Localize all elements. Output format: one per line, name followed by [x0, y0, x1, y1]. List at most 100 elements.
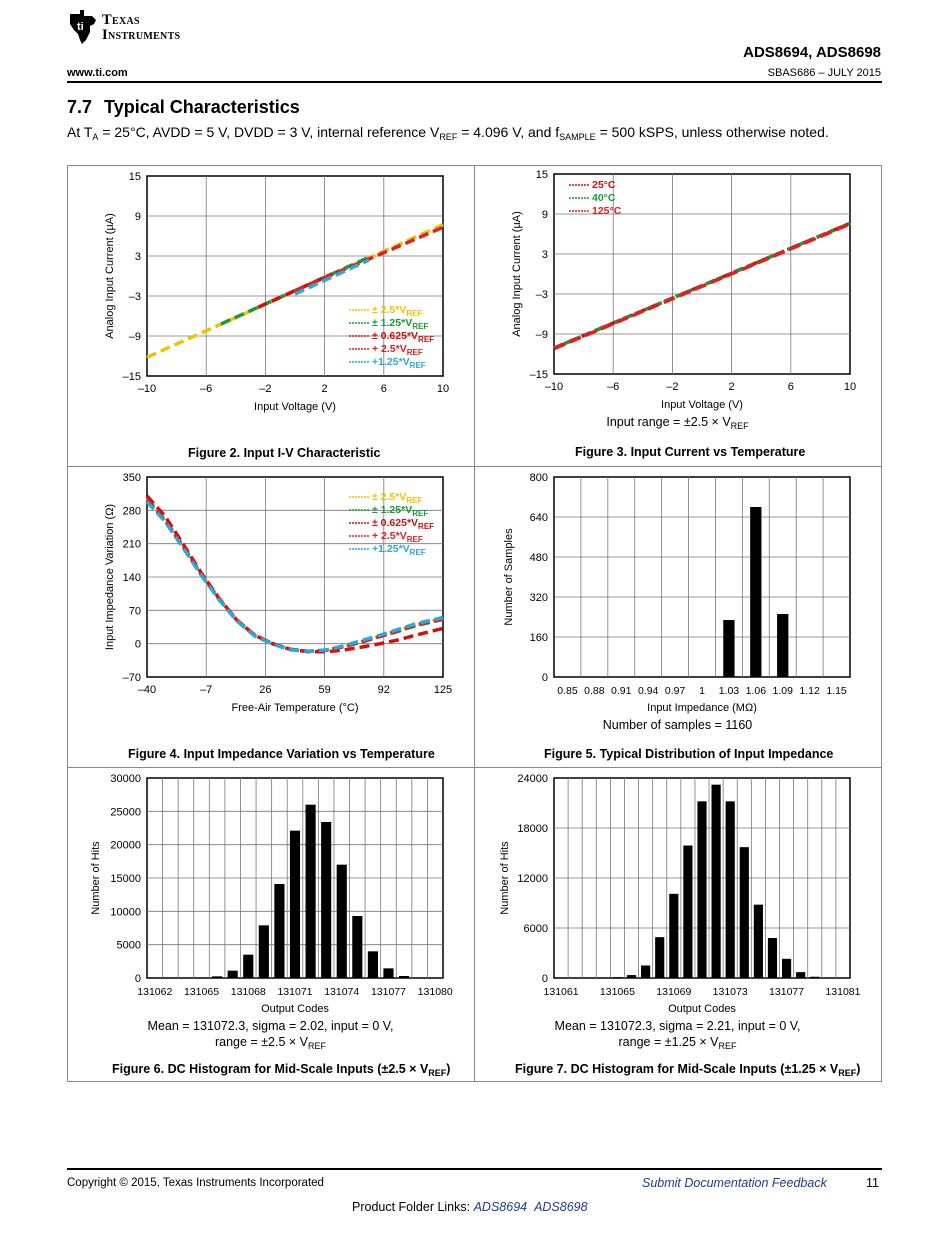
fig6-note-line1: Mean = 131072.3, sigma = 2.02, input = 0… [147, 1019, 394, 1033]
x-tick-label: 131071 [277, 986, 312, 998]
feedback-link[interactable]: Submit Documentation Feedback [642, 1176, 827, 1190]
header-rule [67, 81, 882, 83]
legend-entry: ± 2.5*VREF [372, 304, 422, 318]
bar [655, 937, 665, 978]
y-tick-label: 9 [135, 211, 141, 223]
ti-logo[interactable]: ti Texas Instruments [68, 10, 228, 46]
bar [725, 801, 735, 978]
table-divider-h2 [67, 767, 882, 768]
legend-entry: 25°C [592, 179, 616, 191]
bar [810, 976, 820, 978]
legend-entry: + 2.5*VREF [372, 530, 423, 544]
x-axis-label: Input Voltage (V) [661, 399, 743, 411]
x-tick-label: 6 [381, 383, 387, 395]
bar [321, 822, 332, 978]
fig3-note: Input range = ±2.5 × VREF [606, 415, 749, 431]
series-line [553, 222, 851, 351]
y-tick-label: 0 [542, 672, 548, 684]
bar [781, 958, 792, 978]
bar [723, 620, 735, 677]
x-tick-label: 131069 [656, 986, 691, 998]
chart-fig2: 15 9 3 –3 –9 –15 Input Voltage (V) Analog Input… [104, 171, 449, 413]
x-tick-label: 131073 [713, 986, 748, 998]
bar [289, 830, 301, 978]
y-tick-label: –9 [129, 331, 141, 343]
y-tick-label: –70 [123, 672, 141, 684]
y-tick-label: 9 [542, 209, 548, 221]
svg-text:ti: ti [77, 21, 84, 33]
y-tick-label: 30000 [110, 773, 141, 785]
legend-entry: ± 0.625*VREF [372, 330, 434, 344]
legend-entry: ± 1.25*VREF [372, 504, 428, 518]
y-tick-label: 18000 [517, 823, 548, 835]
x-axis-label: Input Voltage (V) [254, 401, 336, 413]
y-tick-label: 280 [123, 505, 141, 517]
y-tick-label: 160 [530, 632, 548, 644]
series-line [294, 225, 444, 293]
x-tick-label: 2 [322, 383, 328, 395]
y-tick-label: 15 [536, 169, 548, 181]
x-axis-label: Output Codes [668, 1003, 736, 1015]
bar [669, 893, 679, 978]
bar [697, 801, 707, 978]
x-tick-label: 0.97 [665, 685, 686, 697]
product-folder-links: Product Folder Links: ADS8694 ADS8698 [352, 1200, 588, 1214]
table-divider-h1 [67, 466, 882, 467]
y-tick-label: 140 [123, 572, 141, 584]
bar [352, 916, 363, 978]
fig5-caption: Figure 5. Typical Distribution of Input … [544, 747, 834, 761]
x-tick-label: 1 [699, 685, 705, 697]
bar [796, 972, 806, 978]
legend-entry: 125°C [592, 205, 622, 217]
legend-entry: +1.25*VREF [372, 543, 426, 557]
legend-entry: + 2.5*VREF [372, 343, 423, 357]
y-tick-label: –3 [129, 291, 141, 303]
x-tick-label: 131061 [544, 986, 579, 998]
y-tick-label: 350 [123, 472, 141, 484]
x-tick-label: –10 [545, 381, 563, 393]
section-title: 7.7 Typical Characteristics [67, 97, 300, 118]
x-tick-label: 131074 [324, 986, 359, 998]
footer-rule [67, 1168, 882, 1170]
bar [739, 847, 749, 978]
x-tick-label: 59 [318, 684, 330, 696]
y-tick-label: –9 [536, 329, 548, 341]
plot-frame [553, 476, 851, 678]
product-title: ADS8694, ADS8698 [743, 44, 881, 61]
bar [243, 954, 254, 978]
section-title-text: Typical Characteristics [104, 97, 300, 117]
x-tick-label: –2 [666, 381, 678, 393]
y-tick-label: 24000 [517, 773, 548, 785]
y-tick-label: 320 [530, 592, 548, 604]
y-tick-label: 10000 [110, 906, 141, 918]
y-tick-label: –15 [123, 371, 141, 383]
bar [683, 845, 693, 978]
x-tick-label: 1.06 [746, 685, 767, 697]
y-tick-label: 6000 [524, 923, 548, 935]
link-ads8694[interactable]: ADS8694 [473, 1200, 528, 1214]
x-tick-label: 0.91 [611, 685, 632, 697]
section-number: 7.7 [67, 97, 93, 117]
chart-fig4: 350 280 210 140 70 0 –70 Free-Air Temperature (… [104, 472, 452, 714]
copyright: Copyright © 2015, Texas Instruments Inco… [67, 1177, 324, 1189]
bar [612, 977, 623, 978]
y-tick-label: 70 [129, 605, 141, 617]
legend-entry: +1.25*VREF [372, 356, 426, 370]
site-url[interactable]: www.ti.com [67, 67, 128, 79]
fig4-caption: Figure 4. Input Impedance Variation vs T… [128, 747, 435, 761]
y-tick-label: –3 [536, 289, 548, 301]
bar [641, 965, 651, 978]
x-tick-label: 131065 [184, 986, 219, 998]
x-tick-label: –6 [607, 381, 619, 393]
legend-entry: ± 2.5*VREF [372, 491, 422, 505]
y-axis-label: Number of Hits [90, 841, 102, 915]
link-ads8698[interactable]: ADS8698 [534, 1200, 588, 1214]
fig5-note: Number of samples = 1160 [602, 718, 753, 732]
fig6-note-line2: range = ±2.5 × VREF [214, 1035, 327, 1051]
x-tick-label: 0.94 [638, 685, 659, 697]
y-axis-label: Number of Samples [503, 528, 515, 626]
x-tick-label: 1.03 [719, 685, 740, 697]
y-axis-label: Input Impedance Variation (Ω) [104, 504, 116, 650]
conditions-text: At TA = 25°C, AVDD = 5 V, DVDD = 3 V, in… [67, 124, 829, 142]
x-tick-label: 131081 [825, 986, 860, 998]
